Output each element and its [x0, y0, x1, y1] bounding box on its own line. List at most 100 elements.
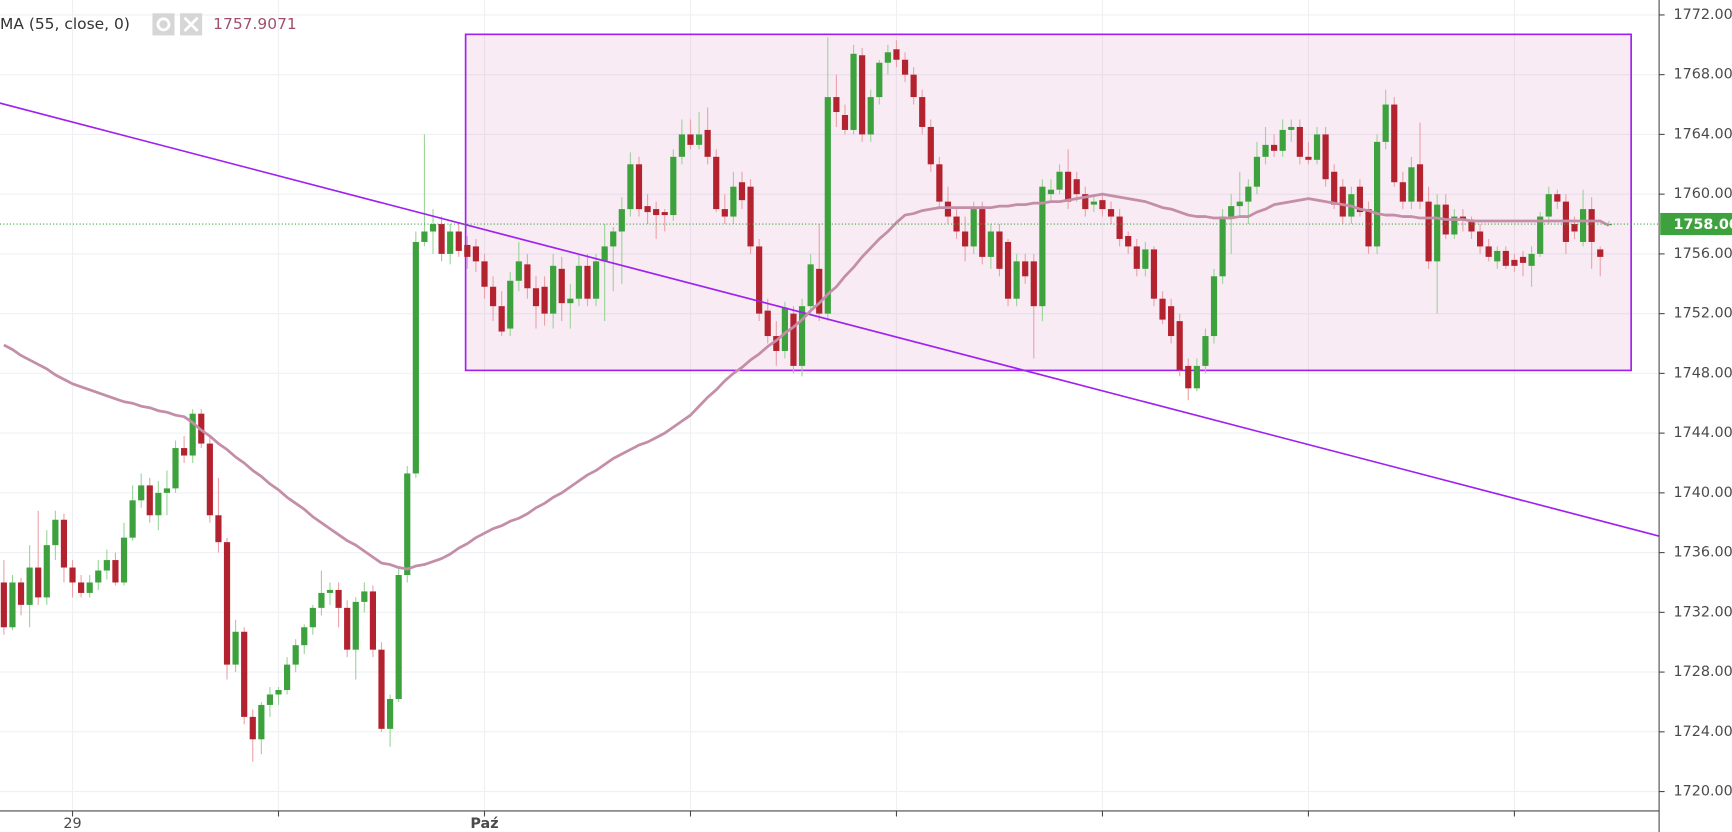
candle-body: [378, 649, 385, 729]
candle-body: [95, 570, 102, 583]
candle-body: [695, 134, 703, 145]
candle-body: [1374, 141, 1381, 247]
candle-body: [1305, 156, 1312, 160]
candle-body: [69, 567, 76, 583]
candle-body: [1030, 261, 1037, 307]
candle-body: [987, 231, 994, 257]
candle-body: [1176, 321, 1183, 371]
candle-body: [1022, 261, 1029, 277]
candle-body: [996, 231, 1003, 269]
candle-body: [155, 492, 162, 516]
candle-body: [867, 97, 874, 135]
candle-body: [962, 231, 969, 247]
candle-body: [412, 241, 419, 474]
candle-body: [1056, 171, 1063, 190]
candle-body: [189, 413, 196, 456]
candle-body: [1185, 365, 1192, 389]
candle-body: [258, 704, 265, 740]
candle-body: [953, 216, 960, 232]
candle-body: [301, 627, 308, 646]
candle-body: [1451, 216, 1458, 235]
candle-body: [670, 156, 677, 216]
candle-body: [1511, 259, 1518, 266]
candle-body: [824, 97, 831, 314]
candle-body: [112, 560, 119, 583]
y-tick-label: 1772.00: [1673, 7, 1732, 23]
candle-body: [1125, 235, 1132, 247]
candle-body: [893, 49, 900, 60]
y-tick-label: 1756.00: [1673, 246, 1732, 262]
candle-body: [60, 519, 68, 568]
candle-body: [429, 224, 437, 232]
x-tick-label: Paź: [470, 816, 498, 832]
candle-body: [1416, 164, 1424, 202]
candle-body: [52, 519, 59, 546]
candle-body: [1579, 209, 1587, 242]
candle-body: [472, 246, 480, 262]
candle-body: [1202, 336, 1209, 366]
candle-body: [404, 473, 411, 576]
candle-body: [567, 298, 574, 304]
candle-body: [1502, 250, 1509, 266]
candle-body: [421, 231, 428, 242]
candle-body: [601, 246, 608, 262]
last-price-label: 1758.00: [1673, 217, 1732, 233]
y-tick-label: 1740.00: [1673, 485, 1732, 501]
legend-settings-icon[interactable]: [152, 13, 175, 36]
candle-body: [876, 62, 883, 98]
candle-body: [309, 607, 316, 628]
legend-remove-icon[interactable]: [180, 13, 203, 36]
candle-body: [592, 261, 600, 299]
candle-body: [447, 231, 454, 254]
legend-ma-name: MA (55, close, 0): [0, 15, 130, 33]
candle-body: [730, 186, 737, 217]
candle-body: [919, 97, 926, 127]
candle-body: [181, 448, 188, 456]
candle-body: [1116, 216, 1123, 239]
candle-body: [1193, 365, 1200, 389]
candle-body: [146, 485, 153, 516]
candle-body: [687, 134, 694, 145]
candle-body: [232, 631, 239, 665]
candle-body: [103, 560, 110, 571]
candle-body: [361, 591, 368, 602]
candle-body: [129, 500, 136, 538]
candle-body: [979, 209, 986, 257]
candle-body: [764, 310, 771, 337]
candle-body: [1013, 261, 1020, 299]
candle-body: [318, 592, 325, 608]
candle-body: [1554, 194, 1561, 202]
ma-line: [3, 192, 1610, 571]
candle-body: [284, 664, 291, 691]
candle-body: [0, 582, 7, 628]
candle-body: [249, 716, 256, 740]
y-tick-label: 1748.00: [1673, 365, 1732, 381]
candle-body: [1073, 179, 1080, 195]
candle-body: [266, 694, 274, 705]
candle-body: [1279, 129, 1286, 151]
candle-body: [1425, 201, 1432, 262]
candle-body: [1099, 200, 1106, 210]
candle-body: [86, 582, 93, 593]
candle-body: [241, 631, 248, 717]
candle-body: [532, 288, 540, 307]
candle-body: [1245, 186, 1252, 202]
candle-body: [464, 244, 471, 257]
y-tick-label: 1760.00: [1673, 186, 1732, 202]
candle-body: [438, 224, 445, 254]
candle-body: [1228, 206, 1235, 217]
y-tick-label: 1728.00: [1673, 664, 1732, 680]
candle-body: [1476, 231, 1484, 247]
candle-body: [1313, 134, 1321, 160]
candle-body: [807, 264, 814, 307]
plot-area: [0, 33, 1660, 762]
candle-body: [1236, 201, 1243, 207]
candle-body: [661, 212, 668, 216]
candle-body: [927, 126, 934, 165]
candle-body: [206, 443, 213, 516]
candle-body: [713, 156, 720, 210]
candle-body: [163, 488, 171, 493]
candle-body: [1107, 209, 1115, 217]
candle-body: [859, 55, 866, 135]
